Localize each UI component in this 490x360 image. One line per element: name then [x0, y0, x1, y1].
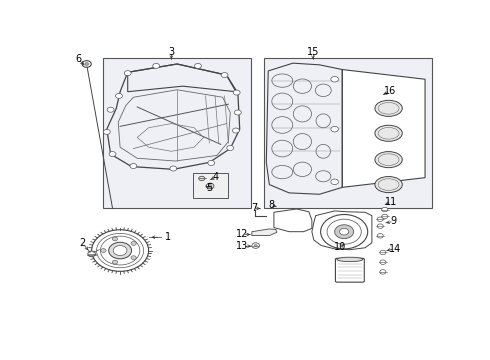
Ellipse shape: [375, 125, 402, 141]
Text: 13: 13: [236, 241, 248, 251]
Circle shape: [170, 166, 177, 171]
Circle shape: [382, 207, 388, 212]
Text: 12: 12: [236, 229, 248, 239]
Circle shape: [116, 93, 122, 98]
Circle shape: [233, 128, 239, 133]
Text: 11: 11: [385, 197, 397, 207]
Circle shape: [233, 90, 240, 95]
Circle shape: [109, 152, 116, 157]
Text: 6: 6: [75, 54, 81, 64]
Ellipse shape: [337, 257, 363, 262]
Circle shape: [382, 214, 388, 219]
FancyBboxPatch shape: [336, 258, 364, 282]
Circle shape: [377, 217, 383, 221]
Circle shape: [340, 228, 349, 235]
Circle shape: [101, 249, 106, 252]
Circle shape: [252, 243, 260, 248]
Text: 1: 1: [165, 232, 172, 242]
Circle shape: [130, 163, 137, 168]
Circle shape: [107, 107, 114, 112]
Polygon shape: [274, 209, 312, 232]
Circle shape: [195, 63, 201, 68]
Text: 4: 4: [213, 172, 219, 182]
Circle shape: [254, 244, 257, 247]
Bar: [265, 58, 432, 208]
Text: 10: 10: [334, 243, 346, 252]
Circle shape: [380, 260, 386, 264]
Circle shape: [85, 63, 89, 66]
Circle shape: [234, 110, 241, 115]
Text: 3: 3: [169, 46, 174, 57]
Ellipse shape: [375, 152, 402, 168]
Circle shape: [208, 161, 215, 166]
Circle shape: [82, 61, 91, 67]
Circle shape: [88, 251, 96, 257]
Polygon shape: [252, 229, 277, 235]
Circle shape: [131, 242, 136, 245]
Circle shape: [331, 126, 339, 132]
Text: 5: 5: [206, 184, 213, 193]
Text: 15: 15: [307, 46, 319, 57]
Circle shape: [112, 260, 118, 264]
Circle shape: [331, 179, 339, 185]
Circle shape: [377, 224, 383, 228]
Circle shape: [380, 250, 386, 255]
Bar: [103, 58, 251, 208]
Circle shape: [377, 234, 383, 238]
Circle shape: [92, 230, 148, 271]
Circle shape: [320, 215, 368, 249]
Circle shape: [380, 270, 386, 274]
Circle shape: [131, 256, 136, 260]
Ellipse shape: [375, 176, 402, 193]
Circle shape: [208, 185, 212, 187]
Bar: [194, 173, 227, 198]
Circle shape: [124, 71, 131, 76]
Circle shape: [206, 183, 214, 189]
Text: 16: 16: [384, 86, 396, 96]
Text: 7: 7: [251, 203, 257, 213]
Circle shape: [335, 225, 354, 239]
Circle shape: [103, 129, 110, 134]
Circle shape: [113, 246, 127, 256]
Text: 8: 8: [269, 199, 275, 210]
Text: 14: 14: [389, 244, 402, 254]
Polygon shape: [342, 69, 425, 187]
Circle shape: [221, 73, 228, 77]
Text: 2: 2: [79, 238, 85, 248]
Circle shape: [199, 176, 205, 181]
Circle shape: [109, 242, 131, 259]
Circle shape: [227, 145, 234, 150]
Ellipse shape: [375, 100, 402, 116]
Circle shape: [331, 76, 339, 82]
Circle shape: [112, 237, 118, 241]
Text: 9: 9: [391, 216, 397, 226]
Circle shape: [153, 63, 160, 68]
